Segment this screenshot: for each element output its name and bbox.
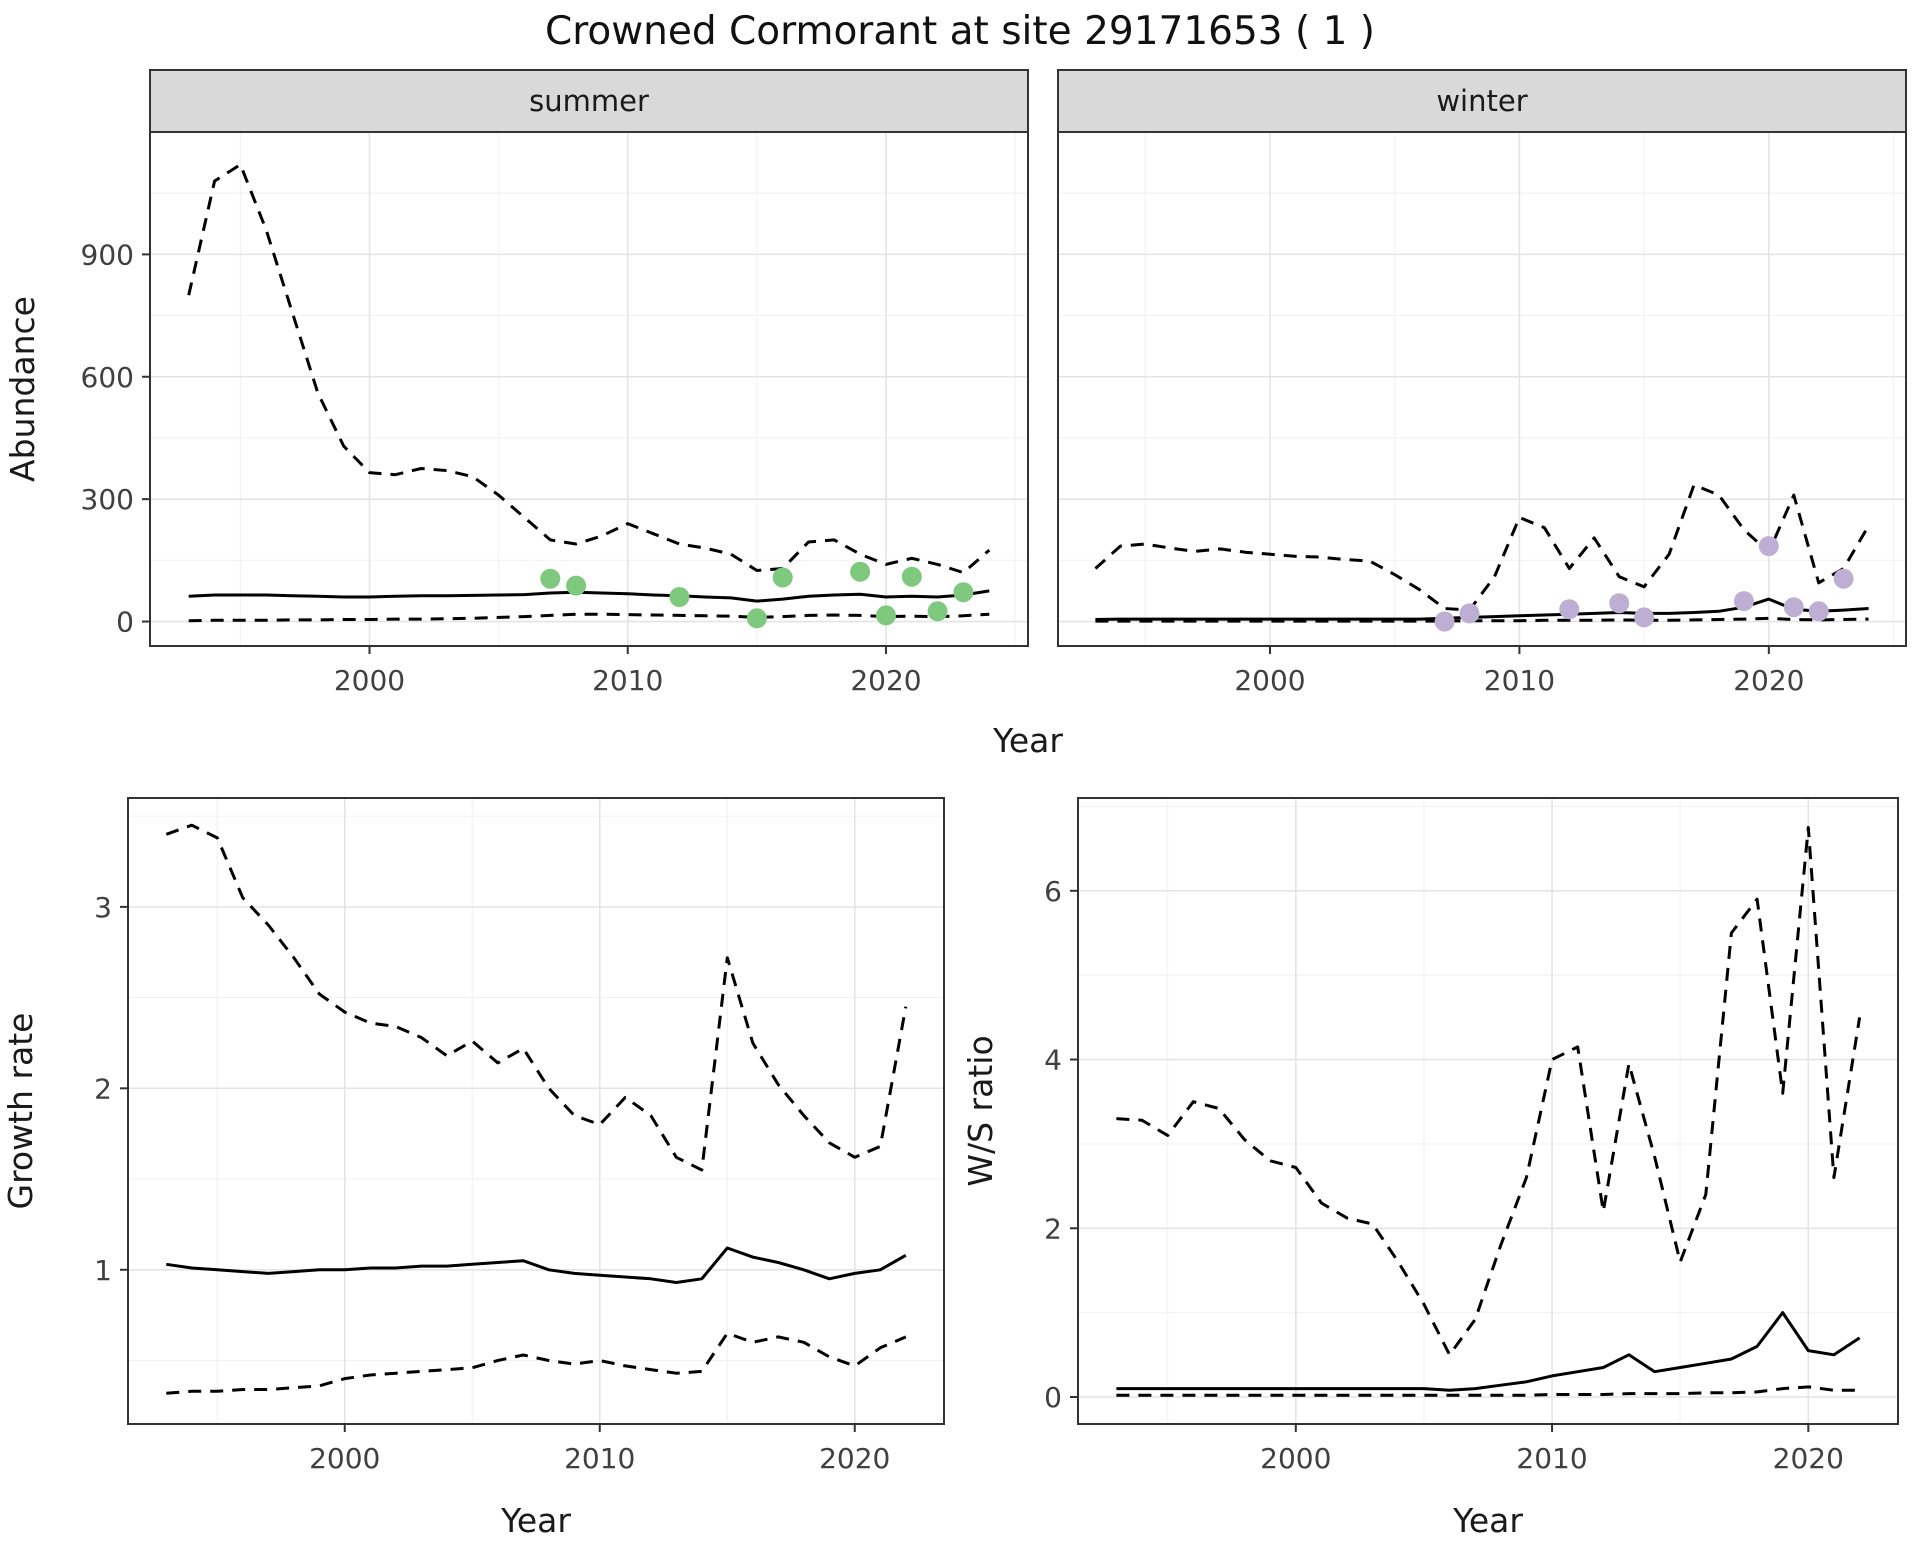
y-tick-label: 2 bbox=[1044, 1212, 1062, 1245]
y-tick-label: 6 bbox=[1044, 875, 1062, 908]
panel-border bbox=[1057, 131, 1907, 647]
data-point bbox=[927, 601, 948, 622]
x-tick-label: 2020 bbox=[819, 1442, 890, 1475]
series-lower-ci bbox=[166, 1331, 907, 1395]
panel-border bbox=[127, 797, 945, 1425]
data-point bbox=[1733, 591, 1754, 612]
facet-label-summer: summer bbox=[529, 84, 649, 118]
data-point bbox=[1783, 597, 1804, 618]
panel-ws-ratio: 2000 2010 2020 bbox=[1077, 797, 1899, 1475]
data-point bbox=[1833, 568, 1854, 589]
y-tick-label: 4 bbox=[1044, 1044, 1062, 1077]
ws-ratio-plot: W/S ratio 0 2 4 6 2000 2010 2020 Year bbox=[961, 797, 1899, 1540]
data-point bbox=[746, 608, 767, 629]
y-tick-label: 3 bbox=[94, 891, 112, 924]
abundance-chart: Abundance 0 300 600 900 summer 2000 2010 2020 win… bbox=[0, 64, 1920, 776]
data-point bbox=[1808, 601, 1829, 622]
y-tick-label: 0 bbox=[1044, 1381, 1062, 1414]
panel-border bbox=[1077, 797, 1899, 1425]
data-point bbox=[540, 568, 561, 589]
data-point bbox=[1609, 593, 1630, 614]
panel-winter: winter 2000 2010 2020 bbox=[1057, 69, 1907, 697]
panel-summer: summer 2000 2010 2020 bbox=[149, 69, 1029, 697]
x-tick-label: 2020 bbox=[1733, 664, 1804, 697]
y-tick-label: 2 bbox=[94, 1072, 112, 1105]
series-winter-lower-ci bbox=[1095, 616, 1869, 623]
data-point bbox=[1459, 603, 1480, 624]
facet-strip bbox=[149, 69, 1029, 133]
growth-rate-plot: Growth rate 1 2 3 2000 2010 2020 Year bbox=[1, 797, 945, 1540]
y-tick-label: 600 bbox=[81, 361, 134, 394]
x-tick-label: 2000 bbox=[334, 664, 405, 697]
x-tick-label: 2000 bbox=[1234, 664, 1305, 697]
series-summer-upper-ci bbox=[187, 163, 991, 575]
y-tick-label: 300 bbox=[81, 483, 134, 516]
series-median bbox=[1116, 1311, 1861, 1392]
x-tick-label: 2010 bbox=[1484, 664, 1555, 697]
ws-ratio-x-axis-title: Year bbox=[1452, 1501, 1523, 1540]
data-point bbox=[953, 582, 974, 603]
x-tick-label: 2010 bbox=[592, 664, 663, 697]
panel-border bbox=[149, 131, 1029, 647]
bottom-charts-row: Growth rate 1 2 3 2000 2010 2020 Year W/S ratio… bbox=[0, 776, 1920, 1560]
facet-strip bbox=[1057, 69, 1907, 133]
data-point bbox=[901, 566, 922, 587]
points-summer-observed-counts bbox=[540, 561, 974, 629]
data-point bbox=[1559, 599, 1580, 620]
data-point bbox=[876, 605, 896, 626]
y-tick-label: 1 bbox=[94, 1254, 112, 1287]
growth-rate-y-axis-title: Growth rate bbox=[1, 1013, 40, 1210]
series-lower-ci bbox=[1116, 1385, 1860, 1397]
figure-title: Crowned Cormorant at site 29171653 ( 1 ) bbox=[544, 9, 1376, 54]
panel-growth-rate: 2000 2010 2020 bbox=[127, 797, 945, 1475]
series-upper-ci bbox=[1116, 826, 1862, 1357]
data-point bbox=[850, 561, 871, 582]
facet-label-winter: winter bbox=[1436, 84, 1527, 118]
data-point bbox=[772, 567, 793, 588]
x-tick-label: 2020 bbox=[1773, 1442, 1844, 1475]
abundance-x-axis-title: Year bbox=[992, 721, 1063, 760]
ws-ratio-y-axis-title: W/S ratio bbox=[961, 1035, 1000, 1186]
data-point bbox=[669, 587, 690, 607]
points-winter-observed-counts bbox=[1434, 536, 1854, 632]
growth-rate-chart: Growth rate 1 2 3 2000 2010 2020 Year bbox=[0, 776, 956, 1560]
series-summer-median bbox=[188, 589, 990, 603]
x-tick-label: 2000 bbox=[1260, 1442, 1331, 1475]
y-tick-label: 0 bbox=[116, 606, 134, 639]
x-tick-label: 2010 bbox=[1516, 1442, 1587, 1475]
ws-ratio-chart: W/S ratio 0 2 4 6 2000 2010 2020 Year bbox=[956, 776, 1920, 1560]
series-median bbox=[166, 1246, 907, 1284]
data-point bbox=[1758, 536, 1779, 557]
data-point bbox=[1634, 607, 1655, 628]
x-tick-label: 2010 bbox=[564, 1442, 635, 1475]
growth-rate-x-axis-title: Year bbox=[500, 1501, 571, 1540]
x-tick-label: 2020 bbox=[850, 664, 921, 697]
x-tick-label: 2000 bbox=[309, 1442, 380, 1475]
series-summer-lower-ci bbox=[188, 612, 990, 623]
y-tick-label: 900 bbox=[81, 238, 134, 271]
data-point bbox=[1434, 611, 1455, 632]
data-point bbox=[566, 575, 587, 596]
abundance-y-axis-title: Abundance bbox=[3, 296, 42, 482]
series-winter-upper-ci bbox=[1094, 483, 1870, 612]
